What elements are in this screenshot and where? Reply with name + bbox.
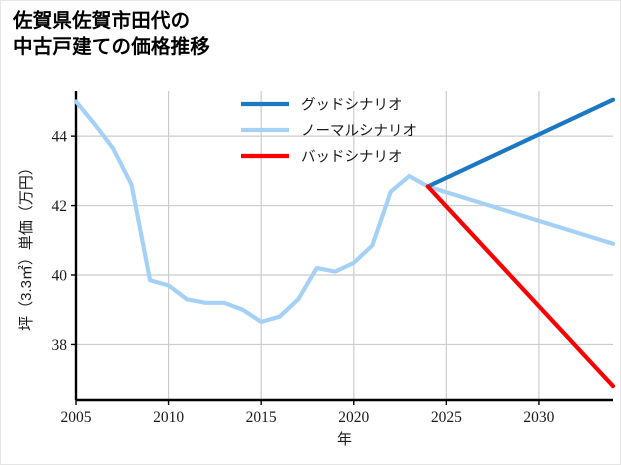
- horizontal-gridlines: [76, 135, 613, 346]
- svg-text:40: 40: [52, 268, 68, 285]
- svg-text:2020: 2020: [338, 409, 369, 426]
- svg-text:38: 38: [52, 337, 68, 354]
- axis-spines: [74, 91, 613, 402]
- svg-text:42: 42: [52, 198, 68, 215]
- axis-titles: 年 坪（3.3㎡）単価（万円）: [18, 160, 352, 448]
- series-line-ノーマルシナリオ: [73, 99, 616, 324]
- series-line-グッドシナリオ: [425, 97, 616, 189]
- data-series-lines: [73, 97, 616, 389]
- series-line-バッドシナリオ: [425, 184, 616, 389]
- svg-text:年: 年: [337, 431, 352, 448]
- x-axis-tick-labels: 2005 2010 2015 2020 2025 2030: [61, 409, 555, 426]
- y-axis-tick-labels: 38 40 42 44: [52, 129, 68, 354]
- vertical-gridlines: [167, 91, 540, 400]
- legend-label-bad: バッドシナリオ: [301, 150, 403, 166]
- chart-title: 佐賀県佐賀市田代の 中古戸建ての価格推移: [13, 10, 211, 58]
- svg-text:2025: 2025: [431, 409, 462, 426]
- svg-text:坪（3.3㎡）単価（万円）: 坪（3.3㎡）単価（万円）: [18, 160, 35, 331]
- svg-text:2030: 2030: [523, 409, 554, 426]
- svg-text:2015: 2015: [246, 409, 277, 426]
- legend-label-good: グッドシナリオ: [301, 97, 403, 114]
- svg-text:2005: 2005: [61, 409, 92, 426]
- legend-label-normal: ノーマルシナリオ: [301, 124, 417, 140]
- svg-text:2010: 2010: [153, 409, 184, 426]
- svg-text:44: 44: [52, 129, 68, 146]
